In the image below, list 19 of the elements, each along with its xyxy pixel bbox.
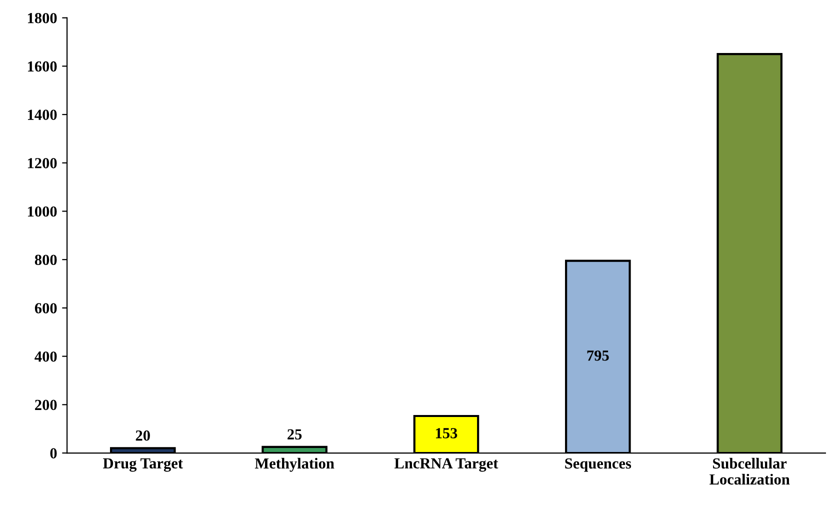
x-tick-label: Subcellular Localization (710, 458, 790, 485)
y-tick-label: 200 (35, 400, 57, 410)
x-tick-label: Drug Target (103, 458, 183, 472)
data-label: 795 (587, 350, 609, 361)
data-label: 20 (136, 430, 150, 441)
y-tick-label: 1400 (28, 110, 57, 120)
y-tick-label: 1600 (28, 61, 57, 72)
y-tick-label: 400 (34, 351, 57, 362)
y-tick-label: 800 (34, 254, 57, 266)
x-tick-label: Sequences (565, 458, 632, 472)
data-label: 153 (436, 428, 458, 438)
y-tick-label: 1200 (28, 158, 57, 168)
y-tick-label: 600 (34, 303, 57, 314)
data-label: 25 (288, 429, 302, 440)
y-tick-label: 1000 (28, 206, 57, 217)
x-tick-label: Methylation (254, 458, 334, 472)
x-tick-label: LncRNA Target (394, 458, 498, 472)
y-tick-label: 0 (50, 448, 57, 458)
y-tick-label: 1800 (28, 12, 57, 24)
